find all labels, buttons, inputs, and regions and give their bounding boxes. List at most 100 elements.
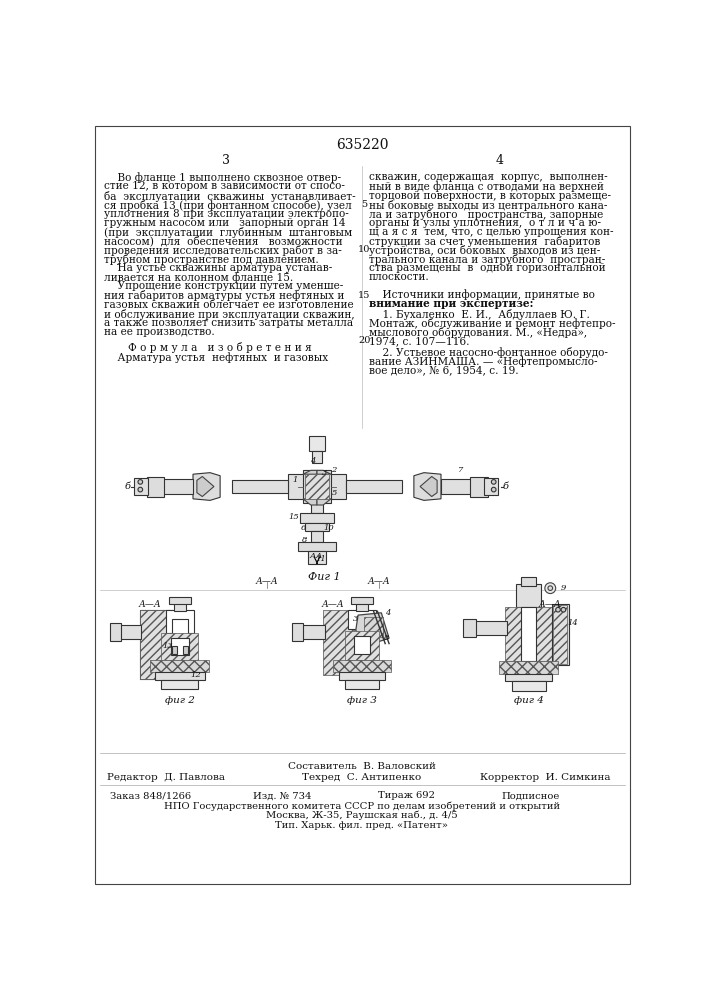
Text: 8: 8 bbox=[302, 536, 308, 544]
Bar bbox=[292, 623, 303, 641]
Circle shape bbox=[548, 586, 553, 590]
Text: 6: 6 bbox=[300, 524, 305, 532]
Text: А—А: А—А bbox=[539, 600, 561, 609]
Text: 4: 4 bbox=[310, 457, 316, 465]
Text: 10: 10 bbox=[358, 245, 370, 254]
Text: скважин, содержащая  корпус,  выполнен-: скважин, содержащая корпус, выполнен- bbox=[369, 172, 607, 182]
Text: плоскости.: плоскости. bbox=[369, 272, 430, 282]
Bar bbox=[119, 625, 141, 639]
Text: Ф о р м у л а   и з о б р е т е н и я: Ф о р м у л а и з о б р е т е н и я bbox=[128, 342, 312, 353]
Text: Подписное: Подписное bbox=[501, 791, 559, 800]
Bar bbox=[311, 499, 323, 513]
Bar bbox=[303, 470, 331, 503]
Text: насосом)  для  обеспечения   возможности: насосом) для обеспечения возможности bbox=[104, 236, 342, 247]
Bar bbox=[323, 610, 354, 675]
Text: Заказ 848/1266: Заказ 848/1266 bbox=[110, 791, 191, 800]
Text: фиг 2: фиг 2 bbox=[165, 696, 194, 705]
Bar bbox=[506, 674, 552, 681]
Bar bbox=[332, 660, 392, 672]
Bar bbox=[308, 551, 327, 564]
Text: 13: 13 bbox=[163, 642, 174, 650]
Bar bbox=[183, 646, 187, 654]
Text: Изд. № 734: Изд. № 734 bbox=[253, 791, 311, 800]
Bar bbox=[552, 604, 569, 665]
Bar bbox=[464, 619, 476, 637]
Bar bbox=[166, 610, 194, 633]
Bar bbox=[232, 480, 288, 493]
Bar bbox=[169, 597, 191, 604]
Text: А—А: А—А bbox=[139, 600, 162, 609]
Text: проведения исследовательских работ в за-: проведения исследовательских работ в за- bbox=[104, 245, 341, 256]
Polygon shape bbox=[317, 470, 331, 474]
Bar bbox=[161, 633, 199, 660]
Circle shape bbox=[491, 480, 496, 484]
Bar bbox=[162, 479, 193, 494]
Bar bbox=[339, 672, 385, 680]
Text: фиг 3: фиг 3 bbox=[347, 696, 377, 705]
Text: стие 12, в котором в зависимости от спосо-: стие 12, в котором в зависимости от спос… bbox=[104, 181, 345, 191]
Bar bbox=[300, 513, 334, 523]
Polygon shape bbox=[197, 477, 214, 497]
Bar bbox=[506, 607, 552, 661]
Bar bbox=[311, 531, 323, 542]
Bar bbox=[516, 584, 541, 607]
Bar bbox=[174, 600, 186, 611]
Bar bbox=[305, 523, 329, 531]
Bar bbox=[288, 474, 346, 499]
Bar bbox=[139, 610, 172, 679]
Text: б: б bbox=[125, 482, 131, 491]
Text: Монтаж, обслуживание и ремонт нефтепро-: Монтаж, обслуживание и ремонт нефтепро- bbox=[369, 318, 615, 329]
Text: Корректор  И. Симкина: Корректор И. Симкина bbox=[480, 773, 611, 782]
Text: б: б bbox=[503, 482, 509, 491]
Bar bbox=[499, 661, 558, 674]
Bar bbox=[139, 610, 172, 679]
Text: уплотнения 8 при эксплуатации электропо-: уплотнения 8 при эксплуатации электропо- bbox=[104, 209, 349, 219]
Text: 8: 8 bbox=[384, 634, 389, 642]
Bar bbox=[348, 610, 376, 629]
Text: 5: 5 bbox=[332, 489, 337, 497]
Text: ба  эксплуатации  скважины  устанавливает-: ба эксплуатации скважины устанавливает- bbox=[104, 191, 356, 202]
Text: 4: 4 bbox=[495, 154, 503, 167]
Text: устройства, оси боковых  выходов из цен-: устройства, оси боковых выходов из цен- bbox=[369, 245, 600, 256]
Text: 3: 3 bbox=[322, 469, 327, 477]
Text: Арматура устья  нефтяных  и газовых: Арматура устья нефтяных и газовых bbox=[104, 353, 328, 363]
Text: Тираж 692: Тираж 692 bbox=[378, 791, 435, 800]
Text: А: А bbox=[315, 552, 322, 560]
Bar bbox=[161, 680, 199, 689]
Text: А—А: А—А bbox=[368, 577, 390, 586]
Text: (при  эксплуатации  глубинным  штанговым: (при эксплуатации глубинным штанговым bbox=[104, 227, 352, 238]
Bar bbox=[554, 605, 567, 664]
Text: Тип. Харьк. фил. пред. «Патент»: Тип. Харьк. фил. пред. «Патент» bbox=[276, 821, 448, 830]
Bar bbox=[521, 577, 537, 586]
Text: Во фланце 1 выполнено сквозное отвер-: Во фланце 1 выполнено сквозное отвер- bbox=[104, 172, 341, 183]
Text: 14: 14 bbox=[567, 619, 578, 627]
Text: НПО Государственного комитета СССР по делам изобретений и открытий: НПО Государственного комитета СССР по де… bbox=[164, 801, 560, 811]
Text: 3: 3 bbox=[353, 615, 358, 623]
Text: щ а я с я  тем, что, с целью упрощения кон-: щ а я с я тем, что, с целью упрощения ко… bbox=[369, 227, 614, 237]
Polygon shape bbox=[303, 470, 317, 474]
Bar bbox=[155, 672, 204, 680]
Polygon shape bbox=[414, 473, 441, 500]
Text: 1: 1 bbox=[293, 476, 298, 484]
Circle shape bbox=[491, 487, 496, 492]
Text: струкции за счет уменьшения  габаритов: струкции за счет уменьшения габаритов bbox=[369, 236, 600, 247]
Text: 11: 11 bbox=[315, 555, 326, 563]
Bar bbox=[345, 631, 379, 660]
Circle shape bbox=[315, 484, 320, 489]
Bar bbox=[301, 625, 325, 639]
Bar bbox=[298, 542, 336, 551]
Text: фиг 4: фиг 4 bbox=[514, 696, 544, 705]
Text: трального канала и затрубного  простран-: трального канала и затрубного простран- bbox=[369, 254, 605, 265]
Text: газовых скважин облегчает ее изготовление: газовых скважин облегчает ее изготовлени… bbox=[104, 300, 354, 310]
Bar bbox=[146, 477, 163, 497]
Text: ся пробка 13 (при фонтанном способе), узел: ся пробка 13 (при фонтанном способе), уз… bbox=[104, 200, 351, 211]
Bar bbox=[110, 623, 121, 641]
Text: органы и узлы уплотнения,  о т л и ч а ю-: органы и узлы уплотнения, о т л и ч а ю- bbox=[369, 218, 601, 228]
Text: А—А: А—А bbox=[321, 600, 344, 609]
Text: Москва, Ж-35, Раушская наб., д. 4/5: Москва, Ж-35, Раушская наб., д. 4/5 bbox=[266, 811, 458, 820]
Bar bbox=[356, 600, 368, 611]
Text: трубном пространстве под давлением.: трубном пространстве под давлением. bbox=[104, 254, 319, 265]
Text: А—А: А—А bbox=[255, 577, 278, 586]
Text: 2: 2 bbox=[332, 466, 337, 474]
Circle shape bbox=[138, 480, 143, 484]
